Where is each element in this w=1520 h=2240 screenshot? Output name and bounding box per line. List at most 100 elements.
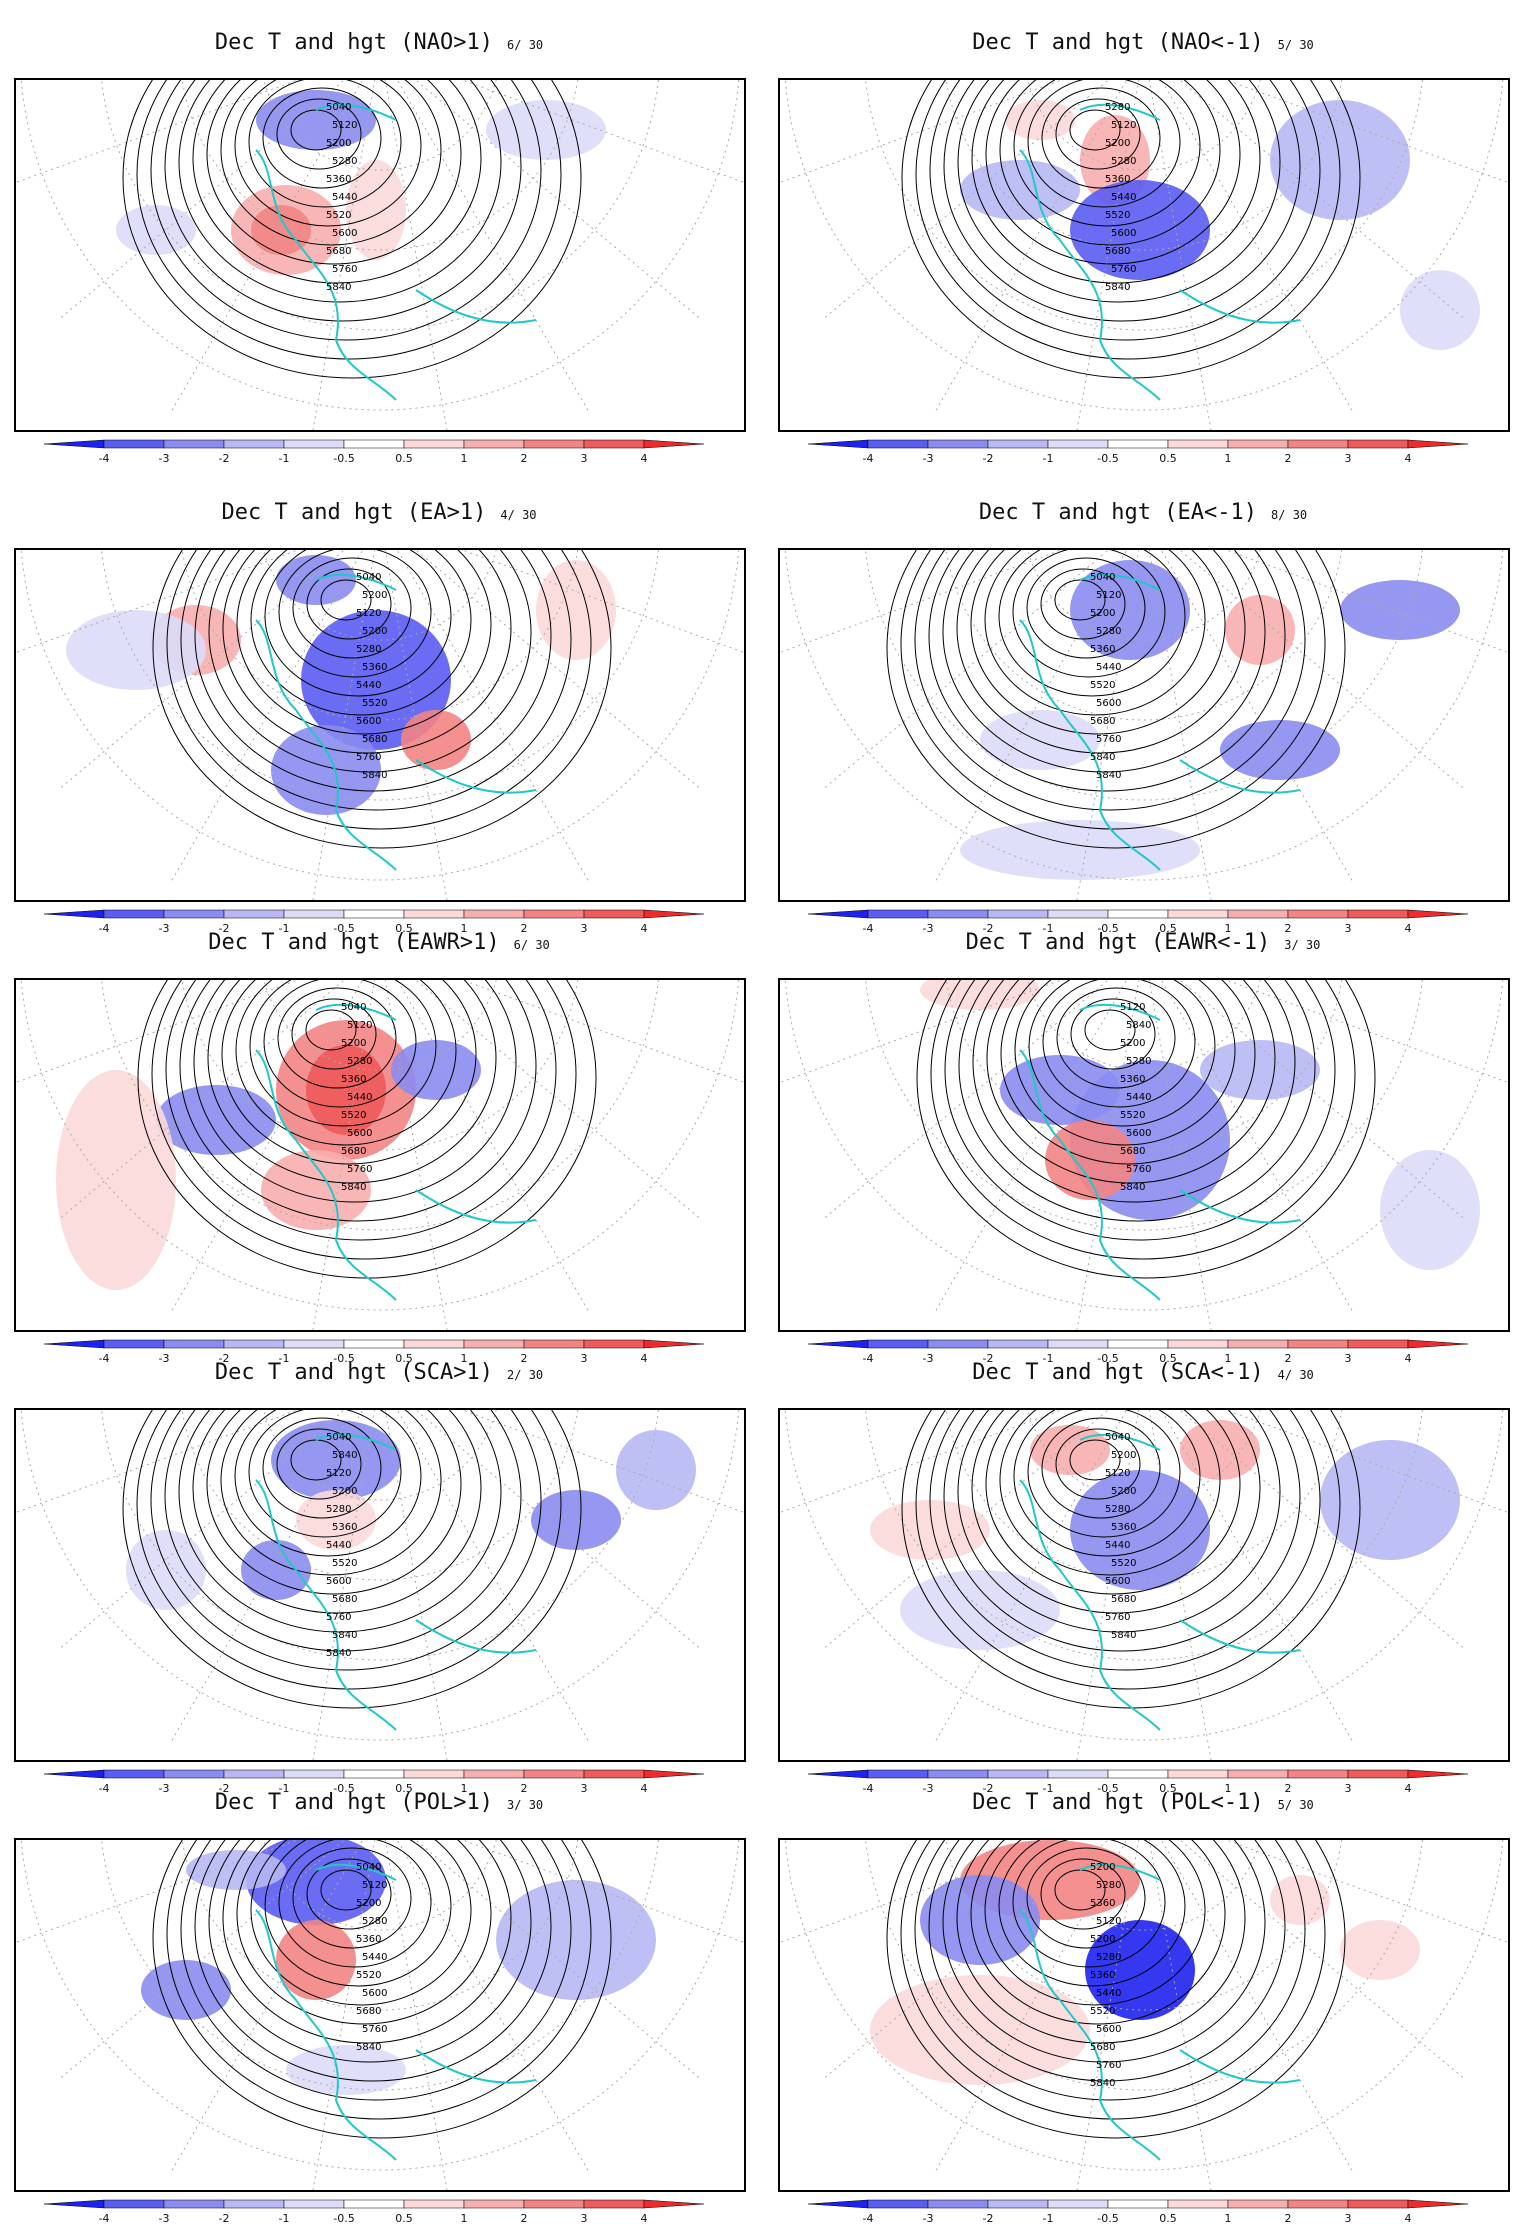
map-canvas: 5040 5120 5200 5280 5360 5440 5520 5600 5680 5760… — [780, 550, 1508, 900]
contour-label: 5600 — [332, 228, 357, 239]
contour-label: 5840 — [1096, 770, 1121, 781]
colorbar-tick: 3 — [581, 2212, 588, 2225]
anomaly-region — [126, 1530, 206, 1610]
anomaly-region — [116, 205, 196, 255]
anomaly-region — [401, 710, 471, 770]
colorbar-swatch — [1287, 1339, 1349, 1349]
contour-label: 5520 — [1090, 680, 1115, 691]
colorbar-tick: -1 — [279, 922, 290, 935]
contour-label: 5120 — [1120, 1002, 1145, 1013]
colorbar-swatch — [343, 1769, 405, 1779]
anomaly-region — [66, 610, 206, 690]
colorbar-swatch — [807, 2199, 869, 2209]
panel-count: 3/ 30 — [1284, 938, 1321, 952]
contour-label: 5840 — [1090, 2078, 1115, 2089]
anomaly-region — [56, 1070, 176, 1290]
colorbar-swatch — [463, 909, 525, 919]
colorbar-swatch — [927, 1339, 989, 1349]
colorbar-tick: 1 — [1225, 2212, 1232, 2225]
anomaly-region — [1045, 1120, 1135, 1200]
panel-title: Dec T and hgt (SCA>1) 2/ 30 — [14, 1360, 744, 1385]
contour-label: 5840 — [1111, 1630, 1136, 1641]
colorbar-swatch — [403, 2199, 465, 2209]
contour-label: 5760 — [362, 2024, 387, 2035]
colorbar-swatch — [1227, 1769, 1289, 1779]
colorbar-tick: -0.5 — [333, 922, 354, 935]
colorbar-swatch — [807, 909, 869, 919]
polar-map: 5040 5200 5120 5200 5280 5360 5440 5520 5600 5680… — [14, 548, 746, 902]
colorbar-tick: -2 — [219, 2212, 230, 2225]
contour-label: 5120 — [356, 608, 381, 619]
colorbar-swatch — [927, 2199, 989, 2209]
panel-count: 3/ 30 — [507, 1798, 544, 1812]
colorbar-swatch — [1107, 2199, 1169, 2209]
contour-label: 5520 — [1120, 1110, 1145, 1121]
contour-label: 5520 — [356, 1970, 381, 1981]
colorbar-swatch — [1347, 439, 1409, 449]
colorbar-tick: 2 — [521, 452, 528, 465]
colorbar-tick: 3 — [1345, 452, 1352, 465]
colorbar-swatch — [1227, 1339, 1289, 1349]
colorbar-swatch — [463, 439, 525, 449]
contour-label: 5360 — [326, 174, 351, 185]
colorbar-swatch — [1287, 909, 1349, 919]
contour-label: 5600 — [1096, 698, 1121, 709]
anomaly-region — [496, 1880, 656, 2000]
panel-title-text: Dec T and hgt (NAO<-1) — [972, 30, 1264, 55]
contour-label: 5600 — [1126, 1128, 1151, 1139]
colorbar-tick: -2 — [983, 452, 994, 465]
contour-label: 5680 — [1120, 1146, 1145, 1157]
panel-title-text: Dec T and hgt (SCA<-1) — [972, 1360, 1264, 1385]
contour-label: 5280 — [362, 1916, 387, 1927]
contour-label: 5360 — [1120, 1074, 1145, 1085]
colorbar-swatch — [283, 1769, 345, 1779]
colorbar-swatch — [583, 1769, 645, 1779]
contour-label: 5840 — [1090, 752, 1115, 763]
contour-label: 5280 — [1096, 1880, 1121, 1891]
colorbar-tick: 4 — [641, 1352, 648, 1365]
colorbar-tick: 1 — [461, 452, 468, 465]
colorbar-tick: 1 — [1225, 1352, 1232, 1365]
anomaly-region — [1320, 1440, 1460, 1560]
contour-label: 5280 — [1126, 1056, 1151, 1067]
colorbar-swatch — [987, 2199, 1049, 2209]
polar-map: 5040 5120 5200 5280 5360 5440 5520 5600 5680 5760… — [14, 978, 746, 1332]
contour-label: 5360 — [1090, 1898, 1115, 1909]
colorbar-swatch — [43, 1769, 105, 1779]
contour-label: 5520 — [341, 1110, 366, 1121]
colorbar-tick: -3 — [923, 2212, 934, 2225]
colorbar-swatch — [1167, 439, 1229, 449]
contour-label: 5600 — [362, 1988, 387, 1999]
colorbar-tick: 2 — [521, 1352, 528, 1365]
contour-label: 5680 — [326, 246, 351, 257]
panel-title-text: Dec T and hgt (EA<-1) — [978, 500, 1258, 525]
contour-label: 5520 — [1105, 210, 1130, 221]
colorbar-swatch — [1047, 2199, 1109, 2209]
colorbar-tick: -1 — [279, 452, 290, 465]
colorbar-tick: -4 — [99, 2212, 110, 2225]
contour-label: 5760 — [347, 1164, 372, 1175]
colorbar-swatch — [343, 1339, 405, 1349]
colorbar-tick: -2 — [983, 2212, 994, 2225]
contour-label: 5280 — [347, 1056, 372, 1067]
contour-label: 5440 — [1105, 1540, 1130, 1551]
colorbar-tick: -1 — [279, 1782, 290, 1795]
contour-label: 5760 — [1111, 264, 1136, 275]
map-canvas: 5040 5120 5200 5280 5360 5440 5520 5600 5680 5760… — [16, 80, 744, 430]
contour-label: 5360 — [362, 662, 387, 673]
colorbar: -4 -3 -2 -1 -0.5 0.5 1 2 3 4 — [778, 908, 1508, 950]
contour-label: 5040 — [326, 1432, 351, 1443]
colorbar-swatch — [1047, 909, 1109, 919]
contour-label: 5440 — [347, 1092, 372, 1103]
panel-title: Dec T and hgt (SCA<-1) 4/ 30 — [778, 1360, 1508, 1385]
colorbar-swatch — [583, 909, 645, 919]
anomaly-region — [1070, 180, 1210, 280]
colorbar-tick: -3 — [159, 1782, 170, 1795]
colorbar-tick: -2 — [983, 1782, 994, 1795]
colorbar-swatch — [223, 1769, 285, 1779]
contour-label: 5840 — [326, 1648, 351, 1659]
colorbar-swatch — [867, 1769, 929, 1779]
anomaly-region — [1200, 1040, 1320, 1100]
colorbar-swatch — [867, 909, 929, 919]
anomaly-region — [1270, 100, 1410, 220]
